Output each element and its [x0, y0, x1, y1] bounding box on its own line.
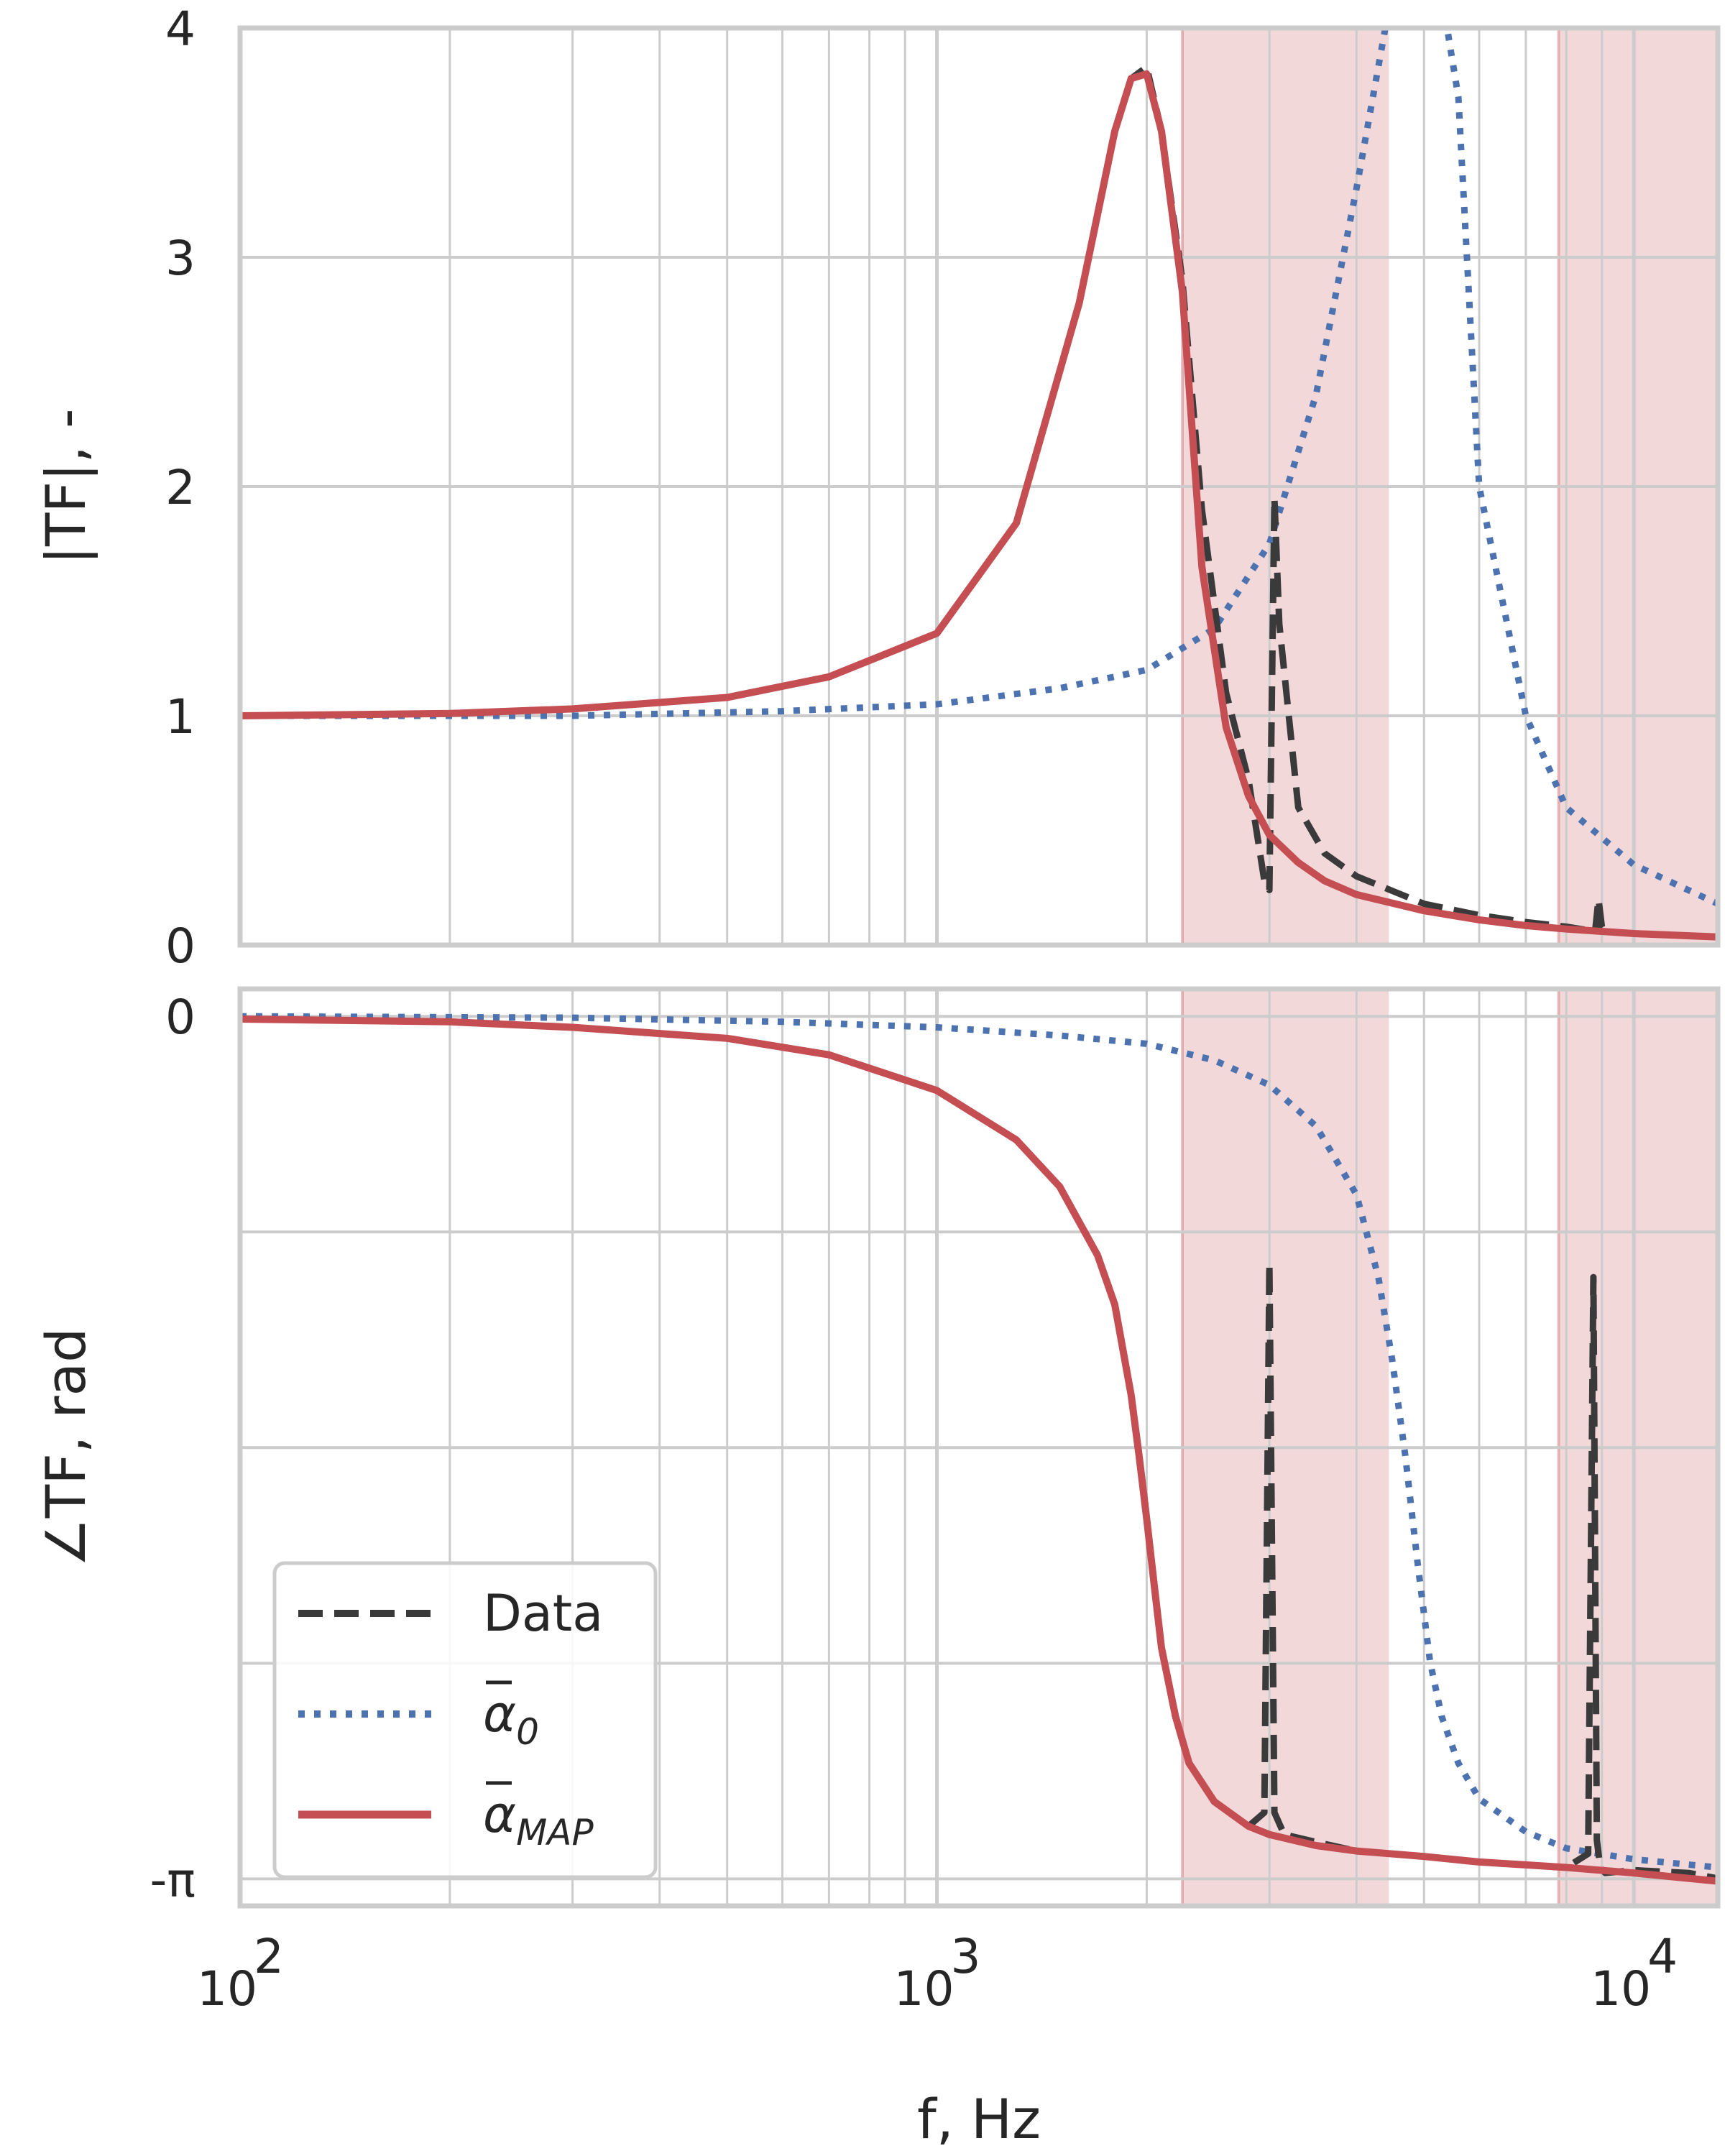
x-tick-label-base: 10 — [894, 1961, 954, 2017]
bottom-series-group — [240, 1013, 1718, 1885]
x-tick-label-exponent: 4 — [1647, 1929, 1678, 1984]
bot-y-tick-label: -π — [150, 1852, 196, 1907]
x-tick-label-exponent: 2 — [254, 1929, 284, 1984]
top-y-tick-label: 1 — [165, 689, 196, 745]
bottom-y-tick-labels: 0 -π — [150, 990, 196, 1907]
bottom-y-axis-label: ∠TF, rad — [34, 1328, 98, 1567]
top-y-tick-label: 3 — [165, 231, 196, 286]
top-series-solid-line — [240, 70, 1718, 941]
x-tick-label-base: 10 — [197, 1961, 257, 2017]
bottom-plot-frame — [237, 986, 1721, 1909]
bot-y-tick-label: 0 — [165, 990, 196, 1045]
top-plot-frame — [237, 25, 1721, 948]
legend-label: αMAP — [483, 1785, 594, 1853]
top-y-axis-label: |TF|, - — [34, 408, 98, 564]
x-tick-label-base: 10 — [1591, 1961, 1651, 2017]
top-y-tick-label: 4 — [165, 1, 196, 57]
top-y-tick-label: 0 — [165, 918, 196, 974]
top-series-group — [240, 28, 1718, 941]
x-axis-label: f, Hz — [917, 2087, 1041, 2151]
legend-label: Data — [483, 1584, 603, 1643]
legend: Data α0 αMAP — [272, 1561, 658, 1879]
top-grid — [240, 28, 1718, 945]
top-series-dashed-line — [240, 63, 1718, 941]
x-tick-label-exponent: 3 — [951, 1929, 981, 1984]
top-y-tick-labels: 0 1 2 3 4 — [165, 1, 196, 974]
legend-box — [272, 1561, 658, 1879]
legend-label: α0 — [483, 1685, 539, 1753]
bot-series-solid-line — [240, 1015, 1718, 1885]
top-y-tick-label: 2 — [165, 460, 196, 515]
top-series-dotted-line — [240, 28, 1718, 907]
